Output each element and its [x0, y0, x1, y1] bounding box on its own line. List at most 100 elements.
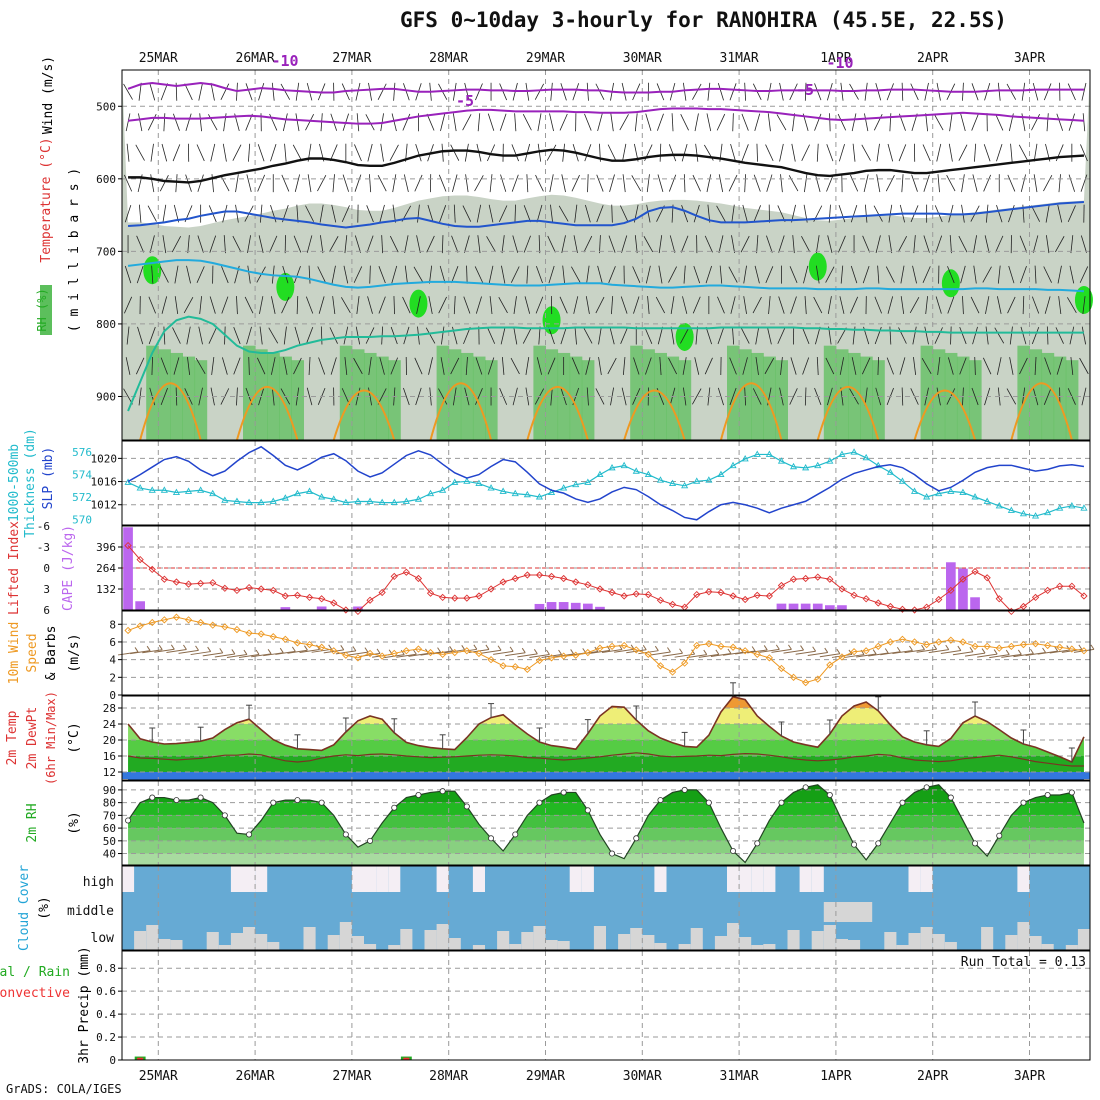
upper-wind-barb [356, 296, 360, 315]
surface-wind-barb [408, 652, 429, 657]
upper-wind-barb [694, 357, 700, 375]
thickness-marker [1068, 502, 1076, 509]
low-cloud-gap [158, 939, 171, 950]
surface-wind-barb [541, 654, 562, 659]
thickness-marker [741, 454, 749, 462]
upper-wind-barb [342, 174, 350, 192]
lifted-index-marker [184, 580, 193, 588]
thickness-marker [862, 453, 870, 461]
high-cloud-gap [569, 866, 582, 892]
upper-wind-barb [523, 205, 531, 223]
surface-wind-barb [1001, 653, 1022, 658]
thickness-marker [983, 497, 991, 504]
run-total-label: Run Total = 0.13 [961, 955, 1086, 970]
surface-wind-barb-feather [812, 646, 817, 652]
lifted-index-marker [124, 541, 132, 550]
thickness-marker [184, 487, 193, 494]
upper-wind-barb [389, 235, 399, 253]
upper-wind-barb [283, 357, 288, 375]
temp-base-band [122, 772, 1090, 779]
cape-bar [316, 606, 327, 610]
low-cloud-gap [654, 943, 667, 950]
upper-wind-barb [1058, 296, 1062, 315]
upper-wind-barb [402, 113, 411, 131]
panel-frame [121, 865, 1091, 951]
rh-moist-column [376, 356, 389, 440]
upper-wind-barb [209, 235, 217, 253]
wind-speed-marker [124, 626, 132, 635]
high-cloud-gap [230, 866, 243, 892]
upper-wind-barb [1069, 265, 1075, 284]
upper-wind-barb [329, 236, 339, 253]
upper-wind-barb [549, 174, 554, 193]
upper-wind-barb [187, 357, 191, 375]
upper-wind-barb [343, 265, 349, 284]
lifted-index-marker [717, 588, 725, 597]
upper-wind-barb [935, 235, 943, 253]
upper-wind-barb [657, 326, 664, 345]
upper-wind-barb [704, 235, 713, 253]
wind-speed-marker [160, 616, 168, 624]
upper-wind-barb [754, 265, 760, 284]
upper-wind-barb [317, 175, 327, 192]
y-tick-label: 70 [103, 809, 116, 822]
wind-speed-marker [330, 647, 338, 655]
upper-wind-barb [885, 174, 895, 192]
surface-wind-barb [626, 649, 647, 654]
upper-wind-barb [717, 296, 725, 314]
surface-wind-barb-feather [509, 646, 514, 652]
upper-wind-barb [985, 326, 989, 345]
upper-wind-barb [1043, 266, 1052, 283]
wind-axis-label: Wind (m/s) [41, 56, 56, 134]
li-tick-label: -3 [37, 541, 50, 554]
slp-tick-label: 1012 [91, 499, 118, 512]
upper-wind-barb [597, 265, 603, 284]
upper-wind-barb [526, 265, 529, 284]
upper-wind-barb [403, 387, 410, 406]
lifted-index-marker [608, 588, 616, 597]
surface-wind-barb-feather [533, 649, 538, 655]
lifted-index-marker [463, 594, 471, 602]
wind-speed-marker [342, 651, 350, 659]
precip-convective-bar [403, 1057, 410, 1060]
upper-wind-barb [489, 296, 493, 315]
upper-wind-barb [659, 356, 662, 376]
surface-wind-barb-feather [485, 644, 490, 650]
upper-wind-barb [779, 82, 784, 101]
upper-wind-barb [692, 174, 701, 192]
upper-wind-barb [946, 175, 956, 192]
upper-wind-barb [692, 296, 701, 314]
thickness-marker [305, 487, 314, 494]
date-label-bottom: 29MAR [526, 1069, 565, 1084]
upper-wind-barb [258, 83, 265, 101]
upper-wind-barb [368, 357, 372, 375]
rh-moist-column [1029, 349, 1043, 440]
rh-marker [947, 794, 954, 801]
rh-marker [1044, 792, 1051, 799]
upper-wind-barb [1034, 265, 1037, 284]
date-label-bottom: 27MAR [332, 1069, 371, 1084]
lifted-index-marker [729, 592, 737, 600]
thickness-marker [451, 478, 459, 485]
upper-wind-barb [596, 205, 604, 223]
rh-moist-column [775, 360, 788, 440]
upper-wind-barb [487, 113, 495, 131]
upper-wind-barb [983, 174, 992, 192]
upper-wind-barb [573, 235, 578, 254]
surface-wind-barb [420, 651, 441, 656]
upper-wind-barb [861, 357, 871, 375]
wind-speed-marker [802, 678, 810, 687]
lifted-index-marker [862, 595, 870, 603]
upper-wind-barb [1070, 235, 1074, 254]
upper-wind-barb [958, 235, 968, 253]
upper-wind-barb [925, 113, 928, 132]
upper-wind-barb [1068, 113, 1076, 131]
wind-speed-marker [136, 622, 144, 630]
slp-tick-label: 1020 [91, 452, 118, 465]
wind-speed-marker [172, 613, 181, 621]
wind-speed-marker [644, 650, 652, 658]
surface-wind-barb [843, 654, 865, 659]
surface-wind-barb-feather [437, 647, 441, 653]
upper-wind-barb [814, 83, 822, 101]
wind-speed-marker [209, 621, 217, 629]
